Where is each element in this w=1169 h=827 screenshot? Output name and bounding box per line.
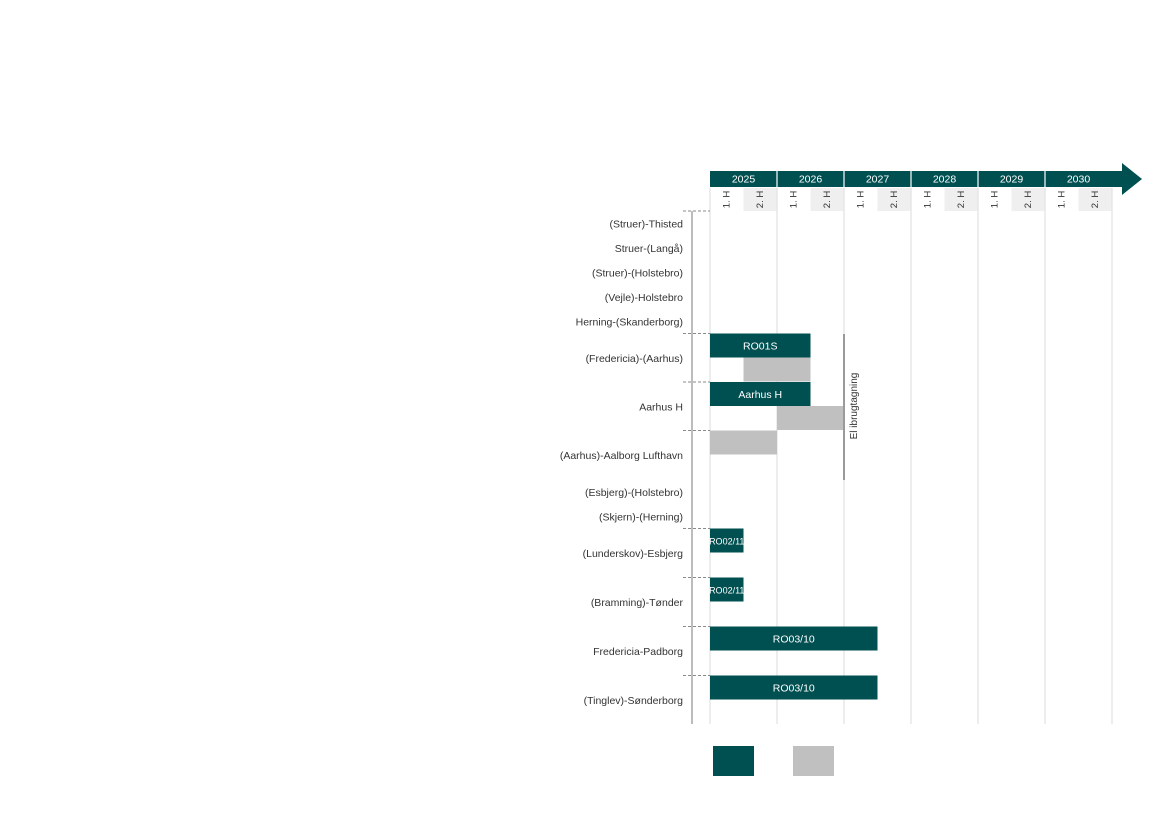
gantt-bar-primary [710,382,811,406]
half-label: 2. H [889,191,900,209]
half-label: 2. H [822,191,833,209]
year-label-2026: 2026 [799,174,823,186]
row-label: (Fredericia)-(Aarhus) [586,353,683,365]
half-label: 1. H [989,191,1000,209]
half-label: 2. H [1023,191,1034,209]
row-label: (Tinglev)-Sønderborg [584,695,684,707]
gantt-bar-label: RO01S [743,341,777,353]
gantt-bar-primary [710,333,811,358]
gantt-bar-secondary [743,357,811,382]
half-shade-2030 [1078,188,1112,211]
half-shade-2028 [944,188,978,211]
milestone-label: El ibrugtagning [849,373,860,440]
half-label: 1. H [1056,191,1067,209]
year-label-2029: 2029 [1000,174,1024,186]
row-label: Herning-(Skanderborg) [576,316,683,328]
half-label: 1. H [721,191,732,209]
row-label: (Vejle)-Holstebro [605,292,683,304]
legend-swatch-secondary [793,746,834,776]
row-label: Aarhus H [639,401,683,413]
half-shade-2027 [877,188,911,211]
half-label: 2. H [956,191,967,209]
row-label: (Bramming)-Tønder [591,597,684,609]
row-label: (Lunderskov)-Esbjerg [583,548,684,560]
gantt-bar-label: RO02/11 [709,586,744,596]
row-label: (Struer)-Thisted [609,218,683,230]
row-label: (Struer)-(Holstebro) [592,267,683,279]
legend-swatch-primary [713,746,754,776]
year-label-2030: 2030 [1067,174,1091,186]
row-label: Struer-(Langå) [615,243,683,255]
half-label: 2. H [1090,191,1101,209]
gantt-bar-label: RO03/10 [773,683,815,695]
half-label: 1. H [855,191,866,209]
gantt-bar-primary [710,528,744,553]
timeline-arrow [710,163,1142,195]
year-label-2027: 2027 [866,174,890,186]
row-label: (Esbjerg)-(Holstebro) [585,487,683,499]
half-shade-2025 [743,188,777,211]
gantt-bar-label: RO03/10 [773,634,815,646]
row-label: (Aarhus)-Aalborg Lufthavn [560,450,683,462]
gantt-bar-label: RO02/11 [709,537,744,547]
year-label-2025: 2025 [732,174,756,186]
gantt-bar-primary [710,626,878,651]
half-label: 2. H [755,191,766,209]
gantt-bar-secondary [777,406,844,430]
half-shade-2029 [1011,188,1045,211]
row-label: (Skjern)-(Herning) [599,511,683,523]
half-label: 1. H [788,191,799,209]
gantt-bar-primary [710,577,744,602]
row-label: Fredericia-Padborg [593,646,683,658]
year-label-2028: 2028 [933,174,957,186]
gantt-bar-secondary [710,430,777,455]
half-shade-2026 [810,188,844,211]
half-label: 1. H [922,191,933,209]
gantt-bar-label: Aarhus H [738,389,782,401]
gantt-bar-primary [710,675,878,700]
